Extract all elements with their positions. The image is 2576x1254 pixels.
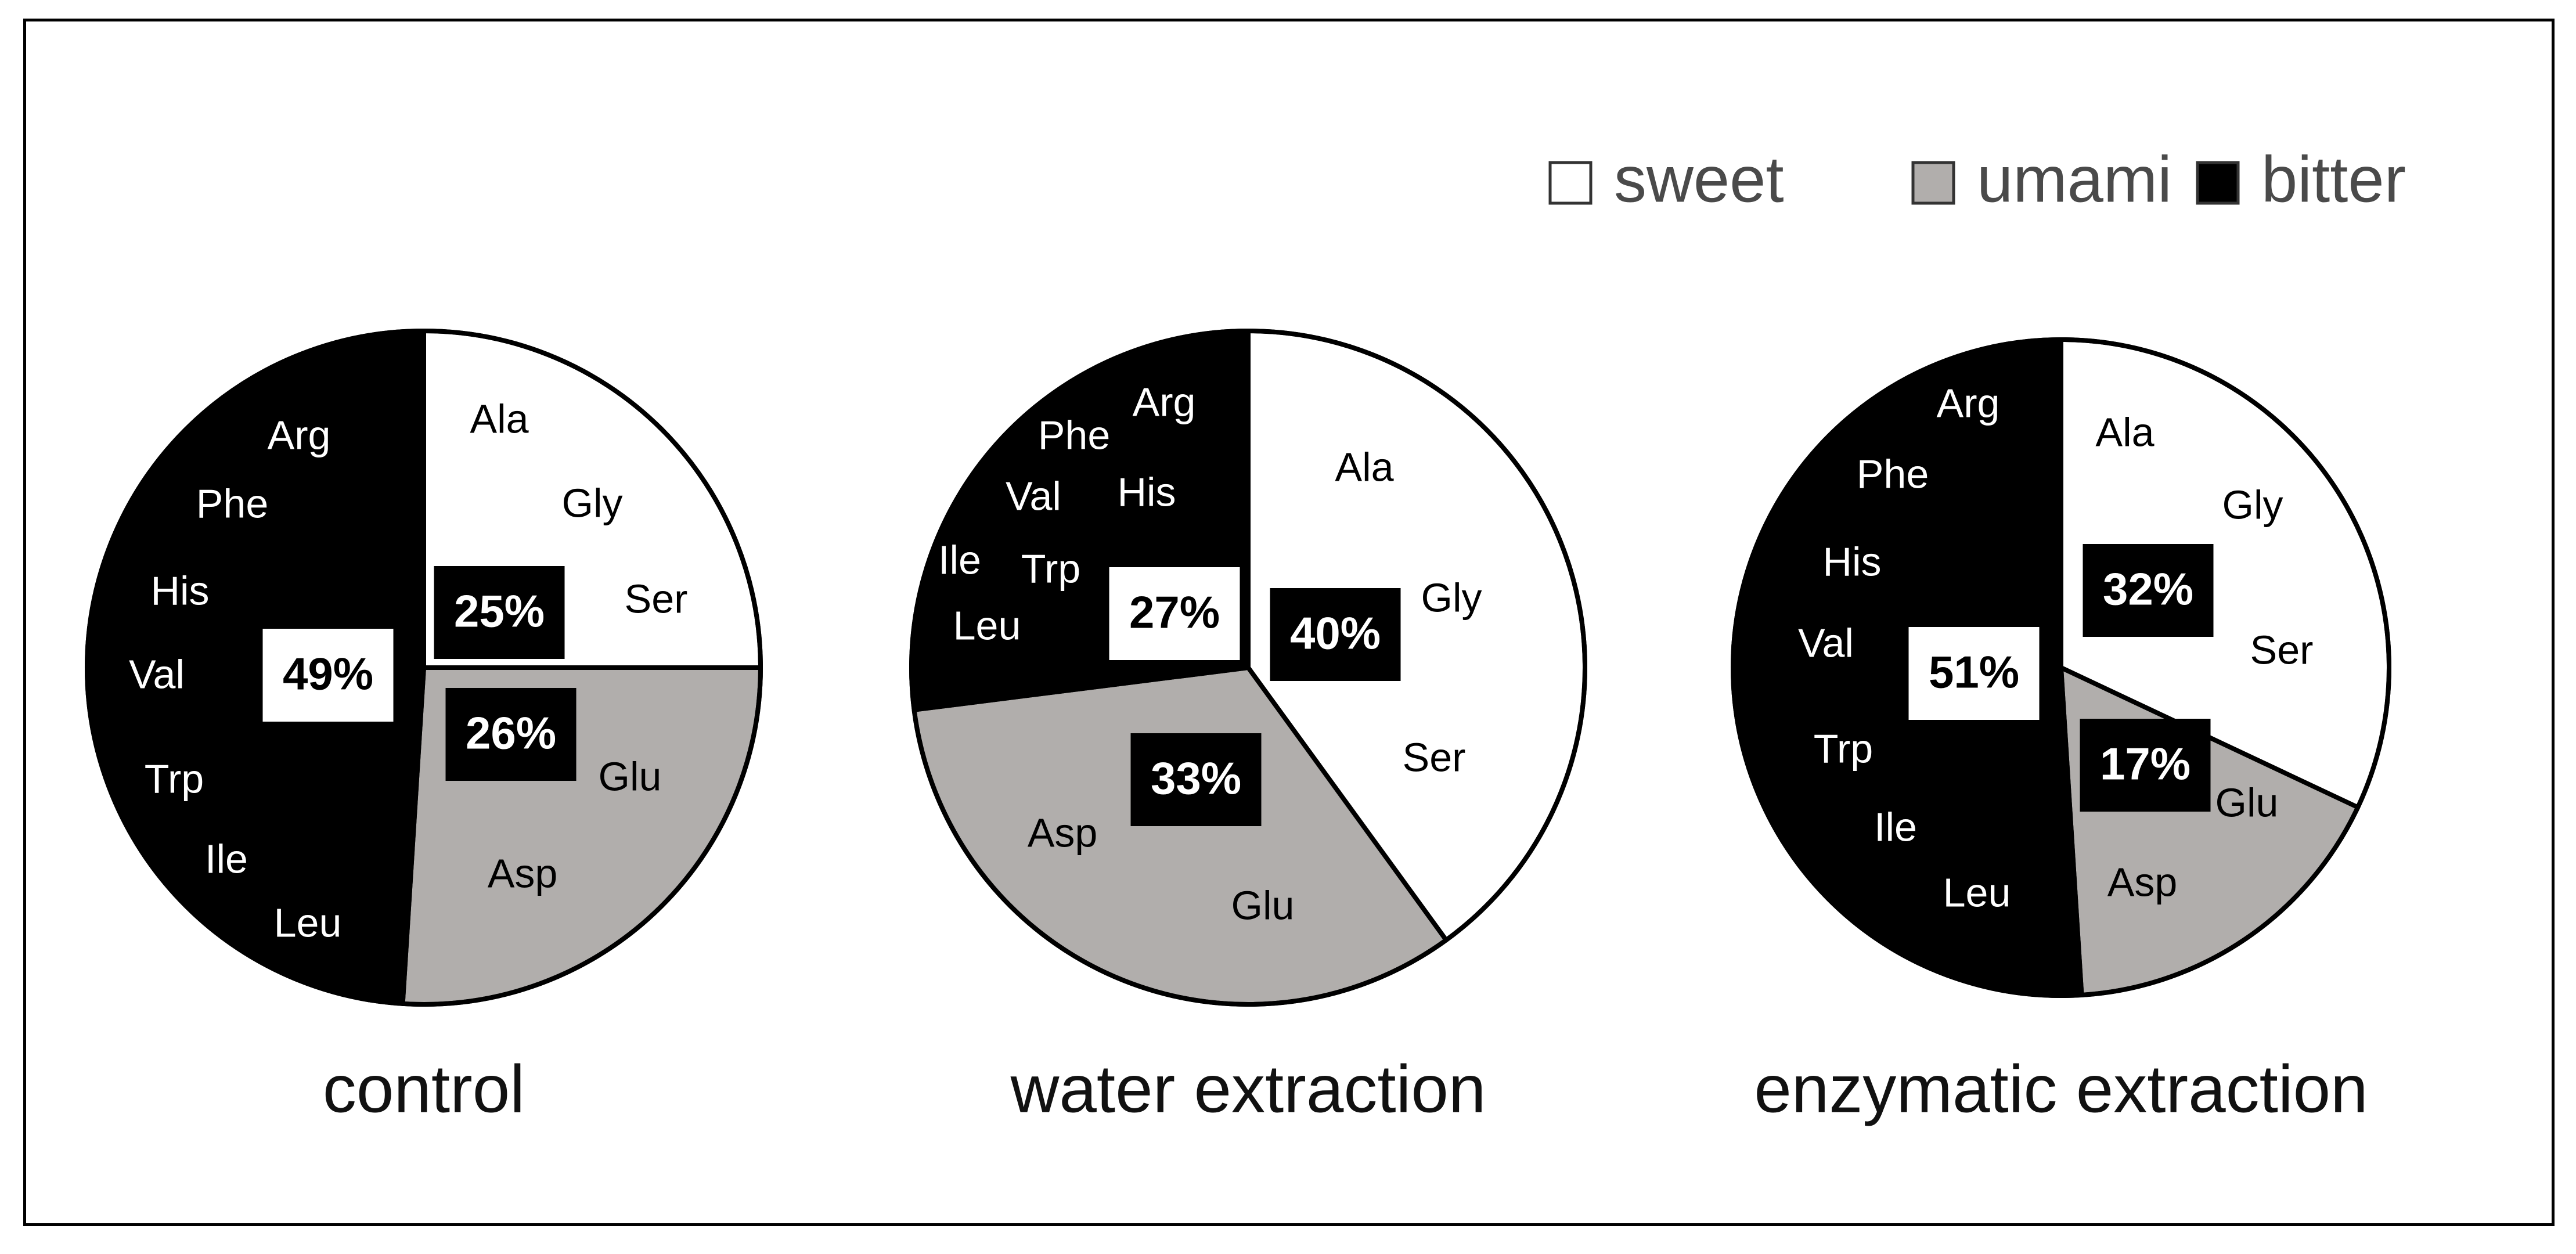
percentage-box-umami bbox=[2080, 719, 2211, 812]
amino-acid-label: Glu bbox=[599, 754, 662, 799]
amino-acid-label: Trp bbox=[1814, 726, 1873, 771]
amino-acid-label: Gly bbox=[562, 480, 623, 525]
legend-label-umami: umami bbox=[1977, 143, 2172, 216]
legend-swatch-bitter bbox=[2196, 161, 2240, 205]
amino-acid-label: Arg bbox=[1937, 380, 2000, 426]
legend-item-umami: umami bbox=[1911, 143, 2172, 216]
amino-acid-label: His bbox=[150, 568, 209, 613]
amino-acid-label: Asp bbox=[488, 851, 558, 896]
amino-acid-label: Ser bbox=[1403, 734, 1466, 780]
amino-acid-label: Ser bbox=[2250, 627, 2314, 672]
amino-acid-label: Ala bbox=[2095, 409, 2154, 455]
amino-acid-label: Glu bbox=[1231, 882, 1295, 928]
legend-swatch-sweet bbox=[1548, 161, 1593, 205]
pie-title: enzymatic extraction bbox=[1754, 1051, 2368, 1127]
amino-acid-label: Ile bbox=[205, 836, 248, 881]
percentage-label-umami: 17% bbox=[2100, 738, 2190, 790]
amino-acid-label: Trp bbox=[145, 756, 204, 801]
amino-acid-label: Glu bbox=[2215, 780, 2279, 825]
percentage-box-sweet bbox=[2083, 544, 2214, 637]
percentage-box-bitter bbox=[262, 629, 394, 722]
amino-acid-label: His bbox=[1117, 469, 1176, 514]
amino-acid-label: Phe bbox=[196, 481, 269, 526]
amino-acid-label: His bbox=[1822, 539, 1881, 584]
legend-item-sweet: sweet bbox=[1548, 143, 1784, 216]
amino-acid-label: Asp bbox=[2107, 859, 2178, 905]
amino-acid-label: Phe bbox=[1038, 412, 1111, 457]
amino-acid-label: Ile bbox=[1874, 804, 1917, 849]
amino-acid-label: Arg bbox=[1133, 379, 1196, 424]
percentage-label-sweet: 40% bbox=[1290, 608, 1381, 659]
amino-acid-label: Val bbox=[1006, 473, 1061, 518]
percentage-box-umami bbox=[445, 688, 577, 781]
pie-outline bbox=[1731, 337, 2391, 998]
amino-acid-label: Asp bbox=[1028, 810, 1098, 855]
amino-acid-label: Val bbox=[129, 651, 185, 697]
amino-acid-label: Trp bbox=[1021, 546, 1080, 591]
amino-acid-label: Leu bbox=[1943, 870, 2011, 915]
percentage-box-sweet bbox=[1270, 588, 1401, 681]
amino-acid-label: Gly bbox=[2222, 482, 2283, 527]
percentage-box-bitter bbox=[1908, 627, 2040, 720]
pie-outline bbox=[909, 329, 1587, 1007]
amino-acid-label: Leu bbox=[953, 603, 1021, 648]
percentage-box-bitter bbox=[1109, 567, 1240, 660]
pie-title: water extraction bbox=[1010, 1051, 1486, 1127]
percentage-label-bitter: 27% bbox=[1129, 587, 1220, 638]
amino-acid-label: Phe bbox=[1857, 451, 1929, 496]
percentage-label-sweet: 25% bbox=[454, 586, 545, 637]
amino-acid-label: Ile bbox=[938, 537, 981, 582]
percentage-label-bitter: 51% bbox=[1929, 647, 2019, 698]
percentage-box-sweet bbox=[434, 566, 565, 659]
amino-acid-label: Ala bbox=[470, 396, 528, 441]
legend-label-sweet: sweet bbox=[1614, 143, 1784, 216]
pie-outline bbox=[85, 329, 763, 1007]
amino-acid-label: Val bbox=[1798, 620, 1854, 665]
percentage-label-sweet: 32% bbox=[2103, 564, 2193, 615]
percentage-box-umami bbox=[1130, 733, 1262, 826]
amino-acid-label: Ala bbox=[1335, 444, 1393, 489]
amino-acid-label: Gly bbox=[1421, 575, 1482, 620]
pie-title: control bbox=[323, 1051, 525, 1127]
legend-label-bitter: bitter bbox=[2261, 143, 2406, 216]
amino-acid-label: Arg bbox=[268, 412, 331, 457]
legend-swatch-umami bbox=[1911, 161, 1955, 205]
amino-acid-label: Ser bbox=[625, 576, 688, 621]
amino-acid-label: Leu bbox=[274, 900, 342, 945]
percentage-label-umami: 26% bbox=[466, 708, 556, 759]
percentage-label-umami: 33% bbox=[1151, 753, 1241, 804]
legend-item-bitter: bitter bbox=[2196, 143, 2406, 216]
percentage-label-bitter: 49% bbox=[283, 648, 373, 700]
